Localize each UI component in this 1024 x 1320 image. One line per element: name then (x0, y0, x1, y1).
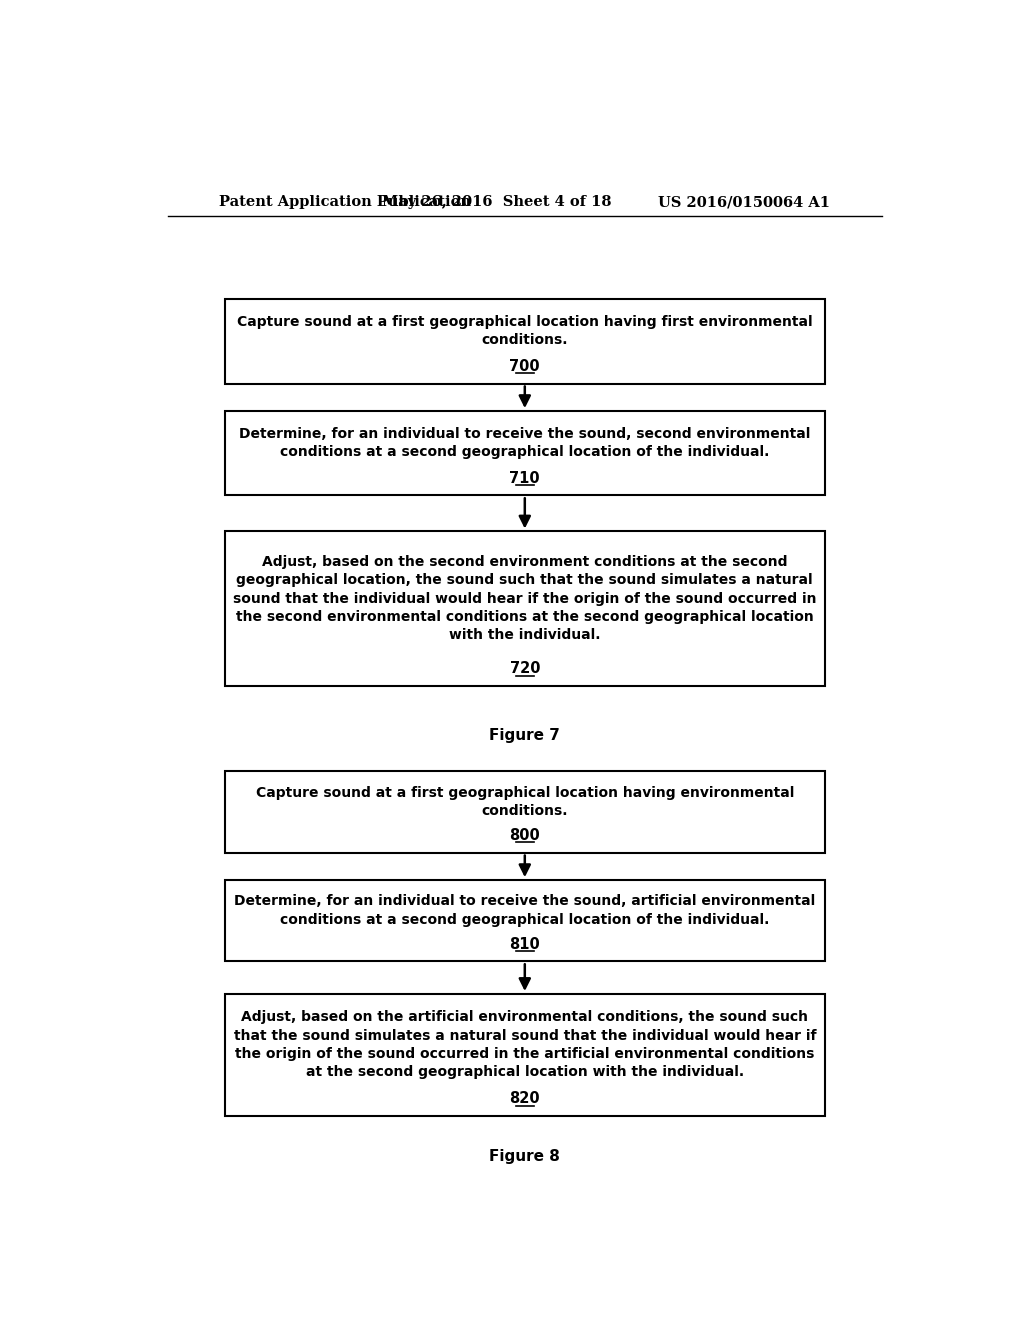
Bar (225, 994, 824, 1115)
Bar (225, 880, 824, 961)
Text: US 2016/0150064 A1: US 2016/0150064 A1 (658, 195, 830, 209)
Bar (225, 300, 824, 384)
Text: Capture sound at a first geographical location having first environmental
condit: Capture sound at a first geographical lo… (237, 315, 813, 347)
Text: Patent Application Publication: Patent Application Publication (219, 195, 471, 209)
Text: Figure 7: Figure 7 (489, 729, 560, 743)
Text: 720: 720 (510, 661, 540, 676)
Text: Determine, for an individual to receive the sound, second environmental
conditio: Determine, for an individual to receive … (240, 426, 810, 459)
Text: 810: 810 (509, 937, 541, 952)
Text: 820: 820 (510, 1092, 540, 1106)
Text: 700: 700 (510, 359, 540, 374)
Text: Capture sound at a first geographical location having environmental
conditions.: Capture sound at a first geographical lo… (256, 785, 794, 818)
Text: Figure 8: Figure 8 (489, 1148, 560, 1164)
Bar (225, 532, 824, 686)
Text: 800: 800 (509, 828, 541, 843)
Text: Adjust, based on the artificial environmental conditions, the sound such
that th: Adjust, based on the artificial environm… (233, 1010, 816, 1080)
Bar (225, 771, 824, 853)
Text: May 26, 2016  Sheet 4 of 18: May 26, 2016 Sheet 4 of 18 (382, 195, 611, 209)
Text: 710: 710 (510, 470, 540, 486)
Text: Determine, for an individual to receive the sound, artificial environmental
cond: Determine, for an individual to receive … (234, 895, 815, 927)
Text: Adjust, based on the second environment conditions at the second
geographical lo: Adjust, based on the second environment … (233, 554, 816, 643)
Bar (225, 411, 824, 495)
